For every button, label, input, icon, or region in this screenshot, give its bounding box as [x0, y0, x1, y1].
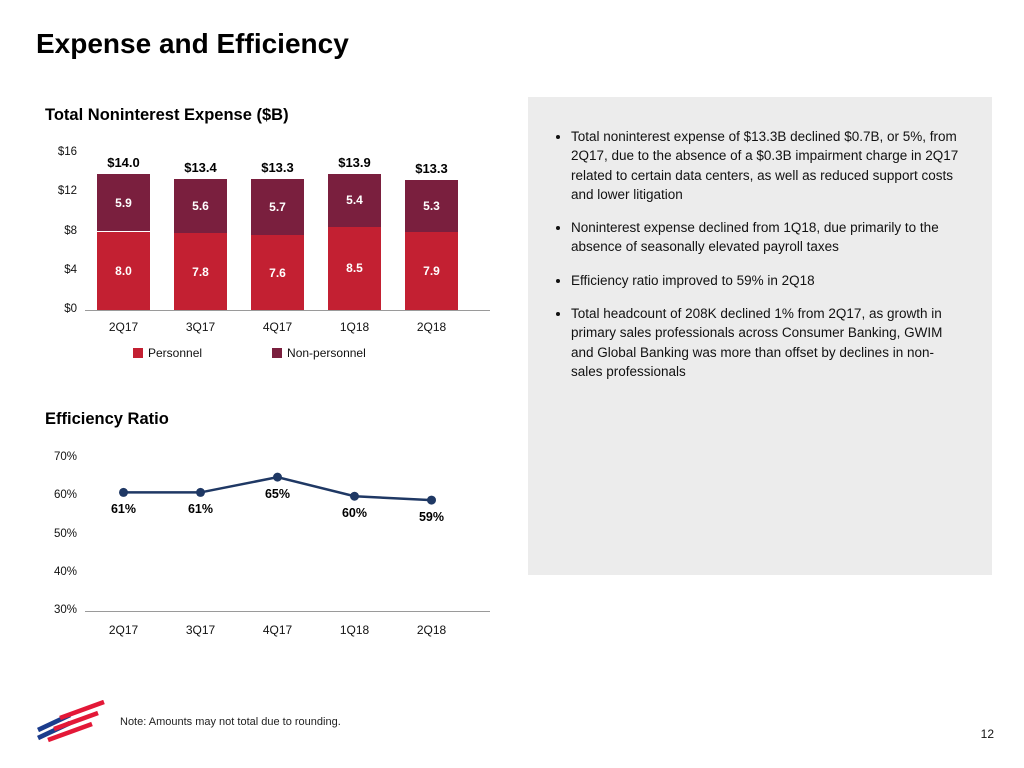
- line-x-axis: [85, 611, 490, 612]
- commentary-panel: Total noninterest expense of $13.3B decl…: [528, 97, 992, 575]
- legend-swatch: [272, 348, 283, 358]
- page-number: 12: [980, 727, 994, 741]
- bar-x-axis: [85, 310, 490, 311]
- line-y-tick: 70%: [53, 451, 77, 463]
- data-point-marker: [350, 491, 359, 501]
- line-x-tick: 3Q17: [185, 623, 216, 637]
- bar-total-label: $13.9: [338, 154, 371, 170]
- bar-y-tick: $8: [64, 224, 77, 237]
- data-point-marker: [119, 487, 128, 497]
- bar-segment-personnel: 8.5: [328, 226, 381, 310]
- efficiency-line-plot: [119, 472, 436, 505]
- bar-x-tick: 2Q18: [416, 320, 447, 334]
- bar-x-tick: 1Q18: [339, 320, 370, 334]
- line-point-label: 61%: [187, 502, 214, 517]
- bar-segment-non-personnel: 5.7: [251, 179, 304, 236]
- line-x-tick: 4Q17: [262, 623, 293, 637]
- bar-total-label: $14.0: [107, 154, 140, 170]
- bar-total-label: $13.3: [261, 160, 294, 176]
- bar-segment-non-personnel: 5.6: [174, 178, 227, 234]
- line-point-label: 60%: [341, 506, 368, 521]
- commentary-bullet: Total noninterest expense of $13.3B decl…: [571, 127, 964, 204]
- bar-total-label: $13.3: [415, 161, 448, 177]
- commentary-bullet: Noninterest expense declined from 1Q18, …: [571, 218, 964, 257]
- bar-x-tick: 4Q17: [262, 320, 293, 334]
- legend-label: Personnel: [148, 346, 203, 360]
- line-y-tick: 40%: [53, 565, 77, 578]
- bank-of-america-logo: [37, 700, 105, 743]
- line-x-tick: 2Q17: [108, 623, 139, 637]
- bar-chart-title: Total Noninterest Expense ($B): [45, 106, 289, 124]
- commentary-bullet: Total headcount of 208K declined 1% from…: [571, 304, 964, 381]
- line-point-label: 61%: [110, 502, 137, 517]
- bar-segment-personnel: 7.8: [174, 233, 227, 310]
- bar-segment-personnel: 7.6: [251, 235, 304, 310]
- line-chart-title: Efficiency Ratio: [45, 410, 169, 428]
- bar-segment-personnel: 7.9: [405, 232, 458, 310]
- bar-y-tick: $0: [64, 303, 77, 315]
- rounding-footnote: Note: Amounts may not total due to round…: [120, 716, 341, 728]
- bar-x-tick: 2Q17: [108, 320, 139, 334]
- data-point-marker: [273, 472, 282, 482]
- bar-x-tick: 3Q17: [185, 320, 216, 334]
- bar-segment-non-personnel: 5.9: [97, 173, 150, 232]
- line-x-tick: 2Q18: [416, 623, 447, 637]
- line-y-tick: 60%: [53, 489, 77, 502]
- bar-segment-non-personnel: 5.4: [328, 173, 381, 227]
- data-point-marker: [196, 487, 205, 497]
- bar-segment-personnel: 8.0: [97, 231, 150, 310]
- commentary-bullet: Efficiency ratio improved to 59% in 2Q18: [571, 271, 964, 290]
- legend-label: Non-personnel: [287, 346, 366, 360]
- noninterest-expense-bar-chart: $16 $12 $8 $4 $0 8.0 5.9 $14.0 2Q17 7.8 5.6 $13.4 3Q…: [45, 143, 515, 368]
- line-x-tick: 1Q18: [339, 623, 370, 637]
- bar-y-tick: $12: [57, 185, 77, 198]
- bar-chart-legend: Personnel Non-personnel: [133, 346, 366, 360]
- bar-total-label: $13.4: [184, 159, 217, 175]
- bar-y-tick: $16: [57, 146, 77, 158]
- bar-segment-non-personnel: 5.3: [405, 180, 458, 233]
- legend-item-personnel: Personnel: [133, 346, 202, 360]
- line-point-label: 65%: [264, 487, 291, 502]
- efficiency-ratio-line-chart: 70% 60% 50% 40% 30% 61% 2Q17 61% 3Q17 65% 4Q17 60% 1…: [45, 448, 515, 648]
- legend-swatch: [133, 348, 143, 358]
- bar-y-tick: $4: [64, 263, 77, 276]
- commentary-bullet-list: Total noninterest expense of $13.3B decl…: [552, 127, 964, 381]
- line-point-label: 59%: [418, 510, 445, 525]
- data-point-marker: [427, 495, 436, 505]
- line-y-tick: 50%: [53, 527, 77, 540]
- line-y-tick: 30%: [53, 604, 77, 616]
- page-title: Expense and Efficiency: [36, 28, 349, 59]
- legend-item-non-personnel: Non-personnel: [272, 346, 366, 360]
